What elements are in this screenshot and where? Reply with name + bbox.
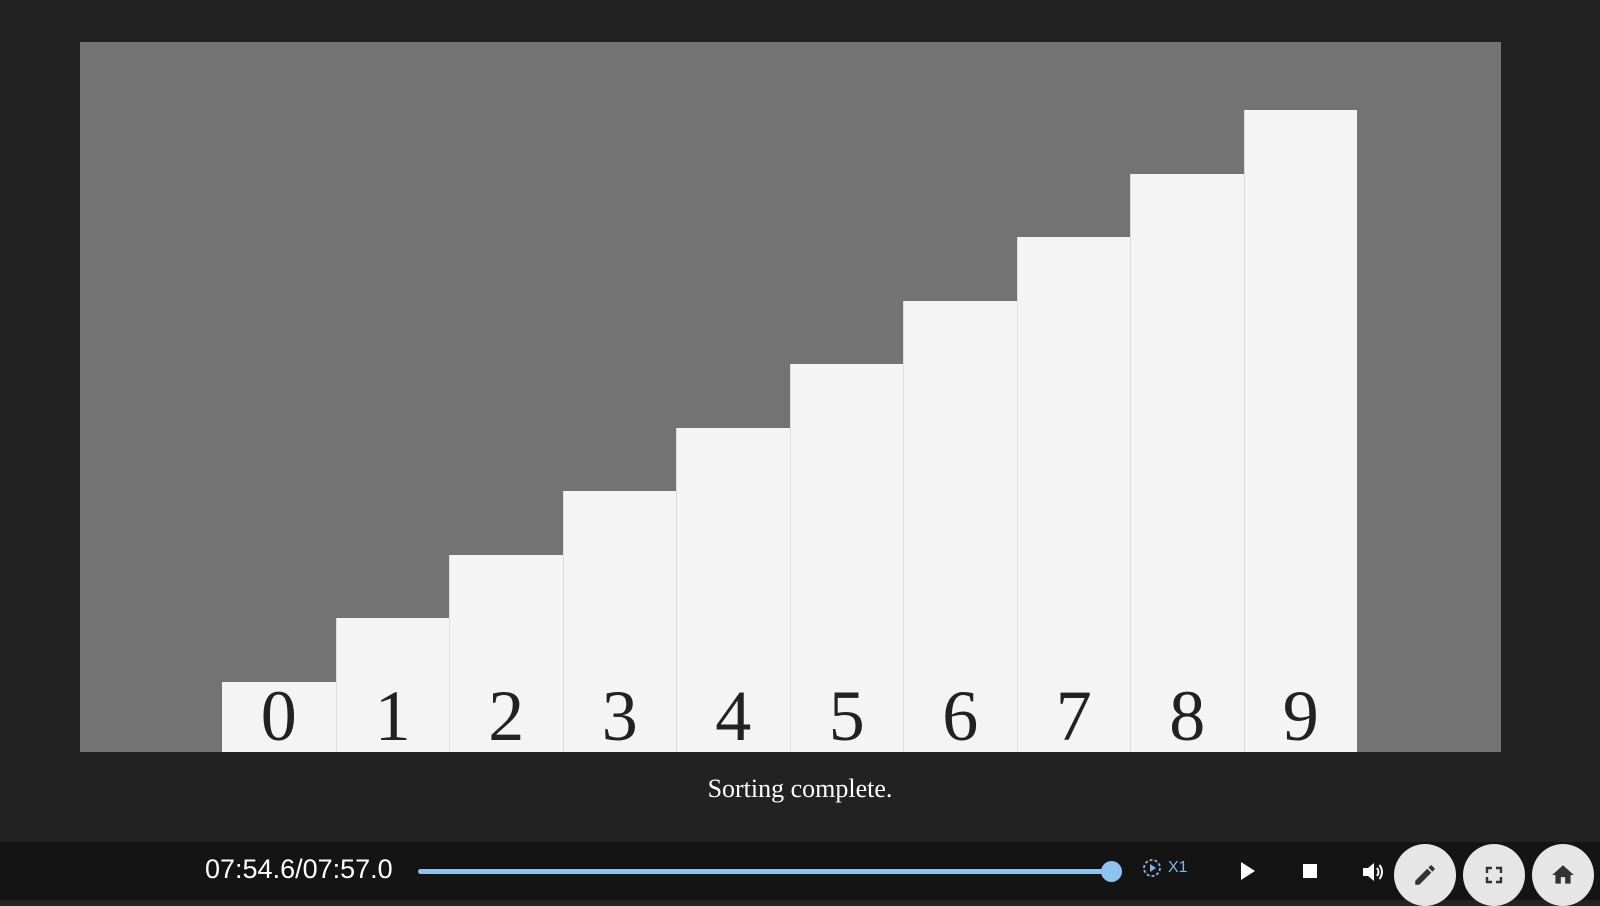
bar-4: 4 — [676, 427, 790, 752]
player-control-bar: 07:54.6/07:57.0 X1 — [0, 842, 1600, 906]
time-display: 07:54.6/07:57.0 — [205, 854, 393, 884]
playback-speed-button[interactable]: X1 — [1142, 858, 1188, 878]
bar-0: 0 — [222, 676, 336, 752]
bar-label: 7 — [1055, 676, 1092, 752]
play-icon[interactable] — [1238, 859, 1258, 883]
progress-slider-fill — [418, 869, 1111, 874]
pencil-icon — [1415, 865, 1435, 885]
bar-label: 3 — [601, 676, 638, 752]
playback-speed-label: X1 — [1168, 859, 1188, 876]
bar-label: 2 — [488, 676, 525, 752]
bar-label: 1 — [374, 676, 411, 752]
progress-slider-thumb[interactable] — [1100, 861, 1122, 882]
bar-5: 5 — [789, 364, 903, 752]
fullscreen-icon — [1485, 866, 1503, 884]
bar-7: 7 — [1016, 237, 1130, 752]
bar-label: 9 — [1282, 676, 1319, 752]
bar-9: 9 — [1243, 110, 1357, 752]
progress-slider[interactable] — [418, 861, 1122, 882]
edit-button[interactable] — [1394, 844, 1456, 906]
bar-3: 3 — [562, 491, 676, 752]
bar-label: 0 — [260, 676, 297, 752]
bar-label: 6 — [942, 676, 979, 752]
bar-label: 5 — [828, 676, 865, 752]
stop-icon[interactable] — [1302, 863, 1318, 879]
bar-1: 1 — [335, 618, 449, 752]
bar-8: 8 — [1130, 173, 1244, 752]
status-caption: Sorting complete. — [707, 774, 893, 803]
bar-label: 4 — [715, 676, 752, 752]
bar-2: 2 — [449, 554, 563, 752]
playback-speed-icon — [1143, 859, 1161, 877]
bar-label: 8 — [1169, 676, 1206, 752]
bar-6: 6 — [903, 300, 1017, 752]
home-icon — [1552, 865, 1574, 884]
home-button[interactable] — [1532, 844, 1594, 906]
volume-icon[interactable] — [1361, 860, 1385, 884]
fullscreen-button[interactable] — [1463, 844, 1525, 906]
